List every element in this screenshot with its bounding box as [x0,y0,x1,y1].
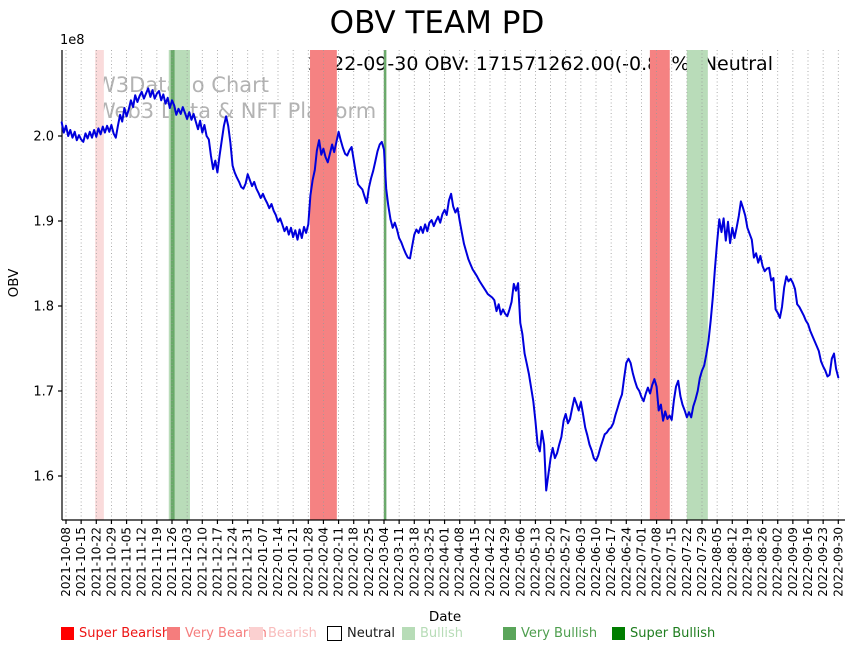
x-tick-label: 2022-06-17 [604,527,618,597]
x-tick-label: 2021-10-29 [104,527,118,597]
x-tick-label: 2022-07-08 [650,527,664,597]
y-tick-label: 1.9 [33,215,54,230]
x-tick-label: 2021-11-26 [165,527,179,597]
x-tick-label: 2022-04-01 [438,527,452,597]
x-tick-label: 2021-12-17 [210,527,224,597]
x-tick-label: 2022-09-09 [786,527,800,597]
legend-item-bearish: Bearish [250,624,317,642]
x-tick-label: 2022-03-18 [407,527,421,597]
x-tick-label: 2022-06-24 [619,527,633,597]
legend-swatch [167,626,180,640]
y-axis-offset-label: 1e8 [60,33,85,48]
y-tick-label: 2.0 [33,130,54,145]
x-tick-label: 2022-01-14 [271,527,285,597]
x-tick-label: 2022-03-25 [422,527,436,597]
sentiment-band-bullish [686,50,708,520]
legend-swatch [327,625,342,641]
x-tick-label: 2022-05-13 [528,527,542,597]
legend-label: Super Bearish [79,625,171,641]
legend-item-very-bullish: Very Bullish [503,624,597,642]
x-tick-label: 2021-12-10 [195,527,209,597]
x-axis-label: Date [428,609,462,625]
x-tick-label: 2021-11-19 [150,527,164,597]
x-tick-label: 2021-10-15 [74,527,88,597]
x-tick-label: 2022-05-27 [559,527,573,597]
legend-swatch [250,626,263,640]
legend-swatch [402,626,415,640]
x-tick-label: 2021-12-03 [180,527,194,597]
x-tick-label: 2022-09-30 [831,527,845,597]
x-tick-label: 2021-12-31 [241,527,255,597]
legend-item-super-bearish: Super Bearish [61,624,170,642]
x-tick-label: 2021-10-08 [59,527,73,597]
legend-label: Bearish [268,625,317,641]
sentiment-band-very_bearish [649,50,670,520]
legend-label: Very Bullish [521,625,598,641]
x-tick-label: 2022-07-29 [695,527,709,597]
x-tick-label: 2022-09-16 [801,527,815,597]
legend-swatch [612,626,625,640]
legend-item-neutral: Neutral [327,624,395,642]
y-tick-label: 1.6 [33,470,54,485]
x-tick-label: 2022-02-18 [347,527,361,597]
x-tick-label: 2021-11-12 [135,527,149,597]
obv-line [60,87,840,492]
y-tick-label: 1.8 [33,300,54,315]
x-tick-label: 2022-07-15 [665,527,679,597]
x-tick-label: 2022-01-28 [301,527,315,597]
legend-label: Neutral [347,625,395,641]
x-tick-label: 2022-01-07 [256,527,270,597]
x-tick-label: 2022-05-06 [513,527,527,597]
x-tick-label: 2022-03-11 [392,527,406,597]
x-tick-label: 2022-01-21 [286,527,300,597]
sentiment-band-bearish [95,50,104,520]
x-tick-label: 2022-08-26 [756,527,770,597]
legend-swatch [503,626,516,640]
legend-label: Bullish [420,625,464,641]
legend-item-bullish: Bullish [402,624,463,642]
sentiment-band-very_bullish [170,50,175,520]
x-tick-label: 2022-02-11 [332,527,346,597]
x-tick-label: 2022-07-01 [634,527,648,597]
x-tick-label: 2022-08-12 [725,527,739,597]
x-tick-label: 2021-10-22 [89,527,103,597]
legend-item-super-bullish: Super Bullish [612,624,715,642]
x-tick-label: 2022-09-23 [816,527,830,597]
x-tick-label: 2022-04-22 [483,527,497,597]
x-tick-label: 2022-04-15 [468,527,482,597]
x-tick-label: 2022-04-08 [453,527,467,597]
legend-item-very-bearish: Very Bearish [167,624,267,642]
x-tick-label: 2021-11-05 [120,527,134,597]
sentiment-band-very_bullish [383,50,387,520]
x-tick-label: 2022-04-29 [498,527,512,597]
x-tick-label: 2022-02-04 [316,527,330,597]
chart-title: OBV TEAM PD [329,5,545,41]
x-tick-label: 2022-06-03 [574,527,588,597]
x-tick-label: 2022-09-02 [771,527,785,597]
x-tick-label: 2022-07-22 [680,527,694,597]
x-tick-label: 2022-05-20 [544,527,558,597]
x-tick-label: 2022-08-05 [710,527,724,597]
y-tick-label: 1.7 [33,385,54,400]
x-tick-label: 2022-06-10 [589,527,603,597]
legend-swatch [61,626,74,640]
x-tick-label: 2022-02-25 [362,527,376,597]
x-tick-label: 2022-08-19 [740,527,754,597]
legend-label: Very Bearish [185,625,267,641]
legend-label: Super Bullish [630,625,716,641]
x-tick-label: 2021-12-24 [226,527,240,597]
x-tick-label: 2022-03-04 [377,527,391,597]
